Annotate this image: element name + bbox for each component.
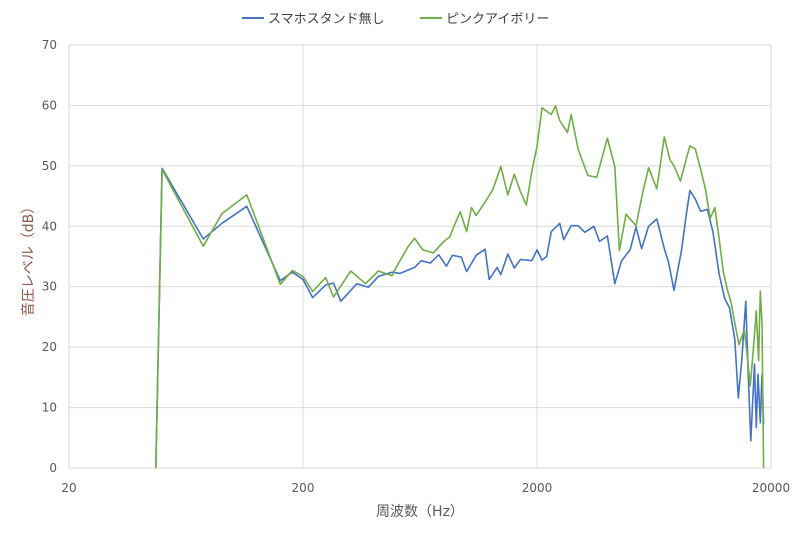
x-axis-tick-labels: 20 200 2000 20000	[61, 481, 790, 495]
y-tick-label: 10	[42, 401, 57, 415]
x-tick-label: 20000	[752, 481, 790, 495]
y-tick-label: 20	[42, 340, 57, 354]
y-tick-label: 40	[42, 219, 57, 233]
y-axis-title: 音圧レベル（dB）	[20, 200, 37, 317]
legend-label: ピンクアイボリー	[446, 12, 549, 27]
x-tick-label: 20	[61, 481, 76, 495]
series-line-1	[155, 167, 765, 469]
grid-lines	[68, 44, 772, 469]
series-lines	[155, 105, 765, 469]
legend-label: スマホスタンド無し	[268, 12, 385, 27]
y-axis-tick-labels: 0 10 20 30 40 50 60 70	[42, 38, 57, 475]
y-tick-label: 50	[42, 159, 57, 173]
x-tick-label: 2000	[522, 481, 553, 495]
y-tick-label: 30	[42, 280, 57, 294]
legend: スマホスタンド無し ピンクアイボリー	[242, 12, 549, 27]
x-tick-label: 200	[292, 481, 315, 495]
y-tick-label: 70	[42, 38, 57, 52]
y-tick-label: 60	[42, 98, 57, 112]
series-line-2	[155, 105, 765, 469]
y-tick-label: 0	[49, 461, 57, 475]
x-axis-title: 周波数（Hz）	[376, 504, 464, 520]
